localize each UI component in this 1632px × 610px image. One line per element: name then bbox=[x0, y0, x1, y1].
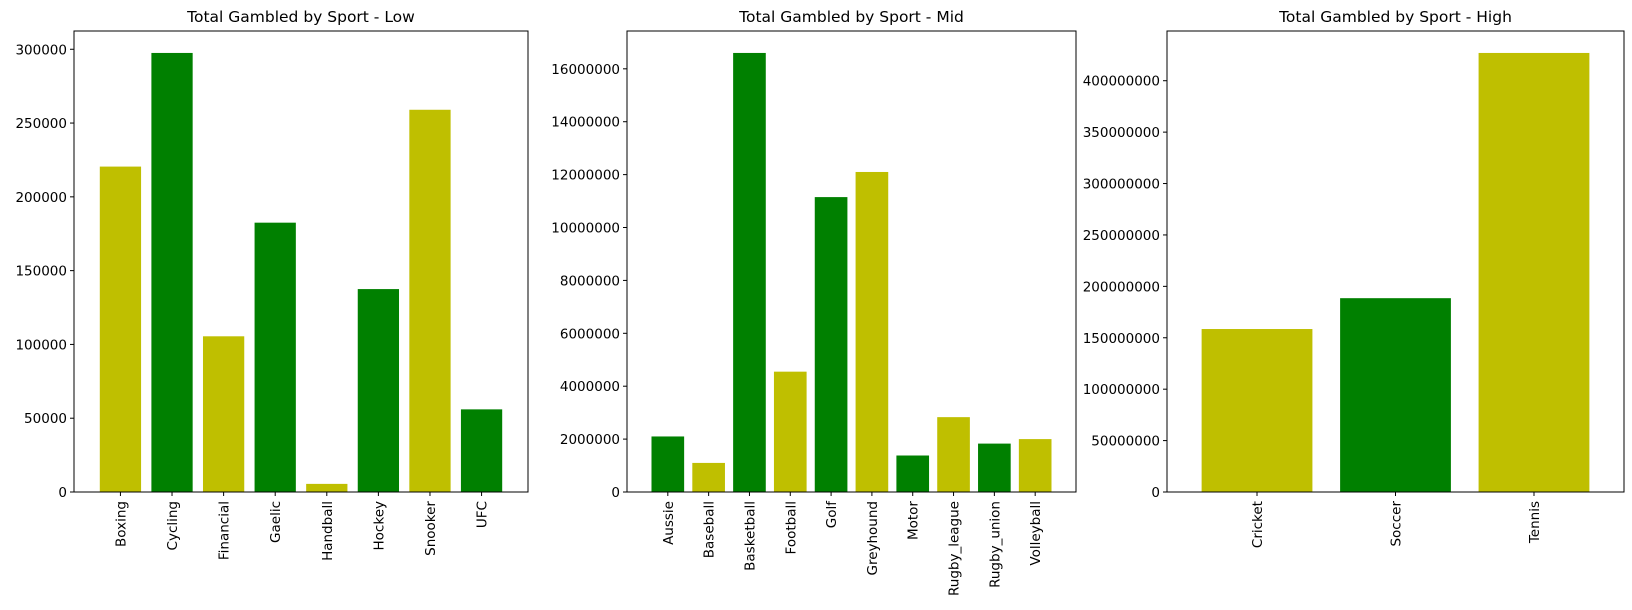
chart-panel-high: Total Gambled by Sport - High 0 50000000 10… bbox=[1083, 8, 1625, 548]
y-tick-label: 0 bbox=[1151, 485, 1160, 501]
bar-mid-football bbox=[773, 371, 807, 492]
x-tick-label: Volleyball bbox=[1028, 501, 1044, 566]
bar-low-cycling bbox=[151, 52, 193, 492]
y-tick-label: 250000 bbox=[15, 116, 67, 132]
x-tick-label: Cycling bbox=[165, 501, 181, 550]
chart-panel-mid: Total Gambled by Sport - Mid 0 2000000 4000… bbox=[551, 8, 1077, 596]
y-tick-label: 200000 bbox=[15, 190, 67, 206]
bar-low-boxing bbox=[99, 166, 142, 492]
y-tick-label: 150000000 bbox=[1083, 331, 1160, 347]
x-tick-label: Motor bbox=[906, 501, 922, 540]
bar-high-soccer bbox=[1340, 298, 1451, 492]
bar-mid-motor bbox=[896, 455, 930, 492]
y-tick-label: 10000000 bbox=[551, 221, 620, 237]
bar-mid-golf bbox=[814, 197, 848, 492]
chart-title-high: Total Gambled by Sport - High bbox=[1278, 8, 1512, 26]
x-tick-label: Hockey bbox=[371, 501, 387, 550]
chart-panel-low: Total Gambled by Sport - Low 0 50000 100000… bbox=[15, 8, 529, 561]
y-tick-label: 4000000 bbox=[560, 379, 620, 395]
y-tick-label: 6000000 bbox=[560, 326, 620, 342]
y-tick-label: 150000 bbox=[15, 264, 67, 280]
y-tick-label: 8000000 bbox=[560, 273, 620, 289]
chart-title-low: Total Gambled by Sport - Low bbox=[186, 8, 415, 26]
y-tick-label: 12000000 bbox=[551, 168, 620, 184]
y-tick-label: 50000 bbox=[24, 411, 67, 427]
bar-mid-rugby_league bbox=[937, 417, 970, 492]
x-tick-label: Gaelic bbox=[268, 501, 284, 543]
x-tick-label: Soccer bbox=[1389, 501, 1405, 547]
bar-mid-volleyball bbox=[1018, 439, 1052, 492]
bar-mid-baseball bbox=[692, 462, 725, 492]
y-tick-label: 0 bbox=[611, 485, 620, 501]
y-tick-label: 100000000 bbox=[1083, 382, 1160, 398]
y-tick-label: 300000 bbox=[15, 42, 67, 58]
chart-title-mid: Total Gambled by Sport - Mid bbox=[738, 8, 964, 26]
y-tick-label: 250000000 bbox=[1083, 228, 1160, 244]
x-tick-label: Snooker bbox=[423, 501, 439, 556]
y-tick-label: 16000000 bbox=[551, 62, 620, 78]
bar-mid-greyhound bbox=[855, 171, 889, 492]
y-tick-label: 400000000 bbox=[1083, 74, 1160, 90]
bar-low-gaelic bbox=[254, 222, 296, 493]
x-tick-label: Golf bbox=[824, 500, 840, 528]
y-tick-label: 300000000 bbox=[1083, 177, 1160, 193]
bar-low-handball bbox=[306, 483, 348, 492]
bar-low-snooker bbox=[409, 109, 451, 493]
x-tick-label: Tennis bbox=[1527, 501, 1543, 544]
x-tick-label: Financial bbox=[217, 501, 233, 560]
bar-mid-aussie bbox=[651, 436, 685, 492]
bar-low-ufc bbox=[460, 409, 503, 492]
x-tick-label: Football bbox=[783, 501, 799, 554]
y-tick-label: 100000 bbox=[15, 337, 67, 353]
bar-low-hockey bbox=[357, 289, 400, 492]
axes-frame-low bbox=[73, 30, 529, 493]
x-tick-label: Rugby_union bbox=[987, 501, 1003, 588]
bar-high-cricket bbox=[1201, 329, 1313, 492]
x-tick-label: Rugby_league bbox=[947, 501, 963, 596]
bar-mid-rugby_union bbox=[978, 443, 1011, 492]
x-tick-label: Aussie bbox=[661, 501, 677, 545]
axes-frame-mid bbox=[626, 30, 1077, 493]
y-tick-label: 14000000 bbox=[551, 115, 620, 131]
y-tick-label: 50000000 bbox=[1091, 434, 1160, 450]
bar-high-tennis bbox=[1478, 52, 1590, 492]
x-tick-label: Boxing bbox=[113, 501, 129, 547]
x-tick-label: Cricket bbox=[1250, 501, 1266, 548]
x-tick-label: Baseball bbox=[702, 501, 718, 558]
x-tick-label: Greyhound bbox=[865, 501, 881, 576]
x-tick-label: Basketball bbox=[742, 501, 758, 571]
y-tick-label: 200000000 bbox=[1083, 279, 1160, 295]
y-tick-label: 350000000 bbox=[1083, 125, 1160, 141]
y-tick-label: 0 bbox=[58, 485, 67, 501]
bar-mid-basketball bbox=[733, 52, 766, 492]
bar-low-financial bbox=[202, 336, 245, 492]
y-tick-label: 2000000 bbox=[560, 432, 620, 448]
x-tick-label: Handball bbox=[320, 501, 336, 561]
x-tick-label: UFC bbox=[475, 501, 491, 528]
